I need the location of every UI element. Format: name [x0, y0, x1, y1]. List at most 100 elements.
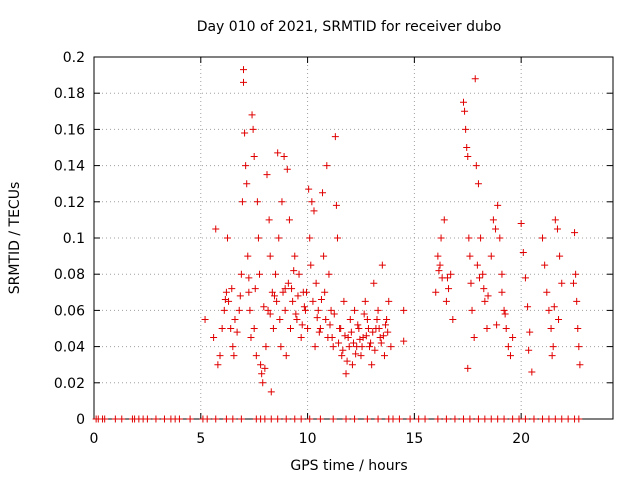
data-point: [362, 332, 370, 340]
data-point: [434, 415, 442, 423]
x-tick-label: 5: [196, 431, 205, 447]
data-point: [517, 220, 525, 228]
data-point: [379, 332, 387, 340]
data-point: [266, 252, 274, 260]
data-point: [548, 352, 556, 360]
data-point: [143, 415, 151, 423]
data-point: [222, 288, 230, 296]
data-point: [263, 171, 271, 179]
data-point: [576, 361, 584, 369]
data-point: [551, 216, 559, 224]
data-point: [291, 252, 299, 260]
data-point: [316, 415, 324, 423]
data-point: [352, 350, 360, 358]
data-point: [314, 306, 322, 314]
data-point: [464, 153, 472, 161]
data-point: [369, 328, 377, 336]
data-point: [521, 415, 529, 423]
data-point: [297, 415, 305, 423]
data-point: [261, 415, 269, 423]
data-point: [498, 288, 506, 296]
data-point: [436, 261, 444, 269]
data-point: [237, 270, 245, 278]
data-point: [575, 415, 583, 423]
data-point: [243, 180, 251, 188]
data-point: [421, 415, 429, 423]
data-point: [549, 343, 557, 351]
data-point: [524, 303, 532, 311]
data-point: [459, 98, 467, 106]
data-point: [556, 252, 564, 260]
data-point: [573, 297, 581, 305]
data-point: [303, 288, 311, 296]
data-point: [558, 279, 566, 287]
y-tick-label: 0.12: [54, 195, 85, 211]
data-point: [359, 334, 367, 342]
data-point: [235, 306, 243, 314]
data-point: [323, 162, 331, 170]
data-point: [335, 339, 343, 347]
data-point: [210, 334, 218, 342]
data-point: [285, 216, 293, 224]
data-point: [250, 325, 258, 332]
data-point: [406, 415, 414, 423]
data-point: [267, 388, 275, 396]
data-point: [493, 321, 501, 329]
data-point: [253, 198, 261, 206]
data-point: [306, 415, 314, 423]
data-point: [280, 153, 288, 161]
data-point: [367, 339, 375, 347]
data-point: [248, 111, 256, 119]
data-point: [360, 310, 368, 318]
data-point: [368, 361, 376, 369]
chart-title: Day 010 of 2021, SRMTID for receiver dub…: [197, 19, 502, 35]
data-point: [385, 297, 393, 305]
data-point: [329, 343, 337, 351]
data-point: [273, 297, 281, 305]
data-point: [276, 315, 284, 323]
data-point: [551, 415, 559, 423]
data-point: [225, 297, 233, 305]
data-point: [216, 352, 224, 360]
y-tick-label: 0: [76, 412, 85, 428]
data-point: [111, 415, 119, 423]
data-point: [572, 270, 580, 278]
data-point: [480, 285, 488, 293]
data-point: [440, 216, 448, 224]
data-point: [269, 325, 277, 332]
data-point: [374, 306, 382, 314]
data-point: [281, 285, 289, 293]
data-point: [329, 415, 337, 423]
data-point: [245, 288, 253, 296]
data-point: [242, 162, 250, 170]
data-point: [254, 234, 262, 242]
data-point: [338, 352, 346, 360]
data-point: [470, 334, 478, 342]
data-point: [494, 201, 502, 209]
data-point: [307, 261, 315, 269]
data-point: [306, 234, 314, 242]
data-point: [262, 343, 270, 351]
data-point: [571, 229, 579, 237]
data-point: [321, 288, 329, 296]
data-point: [331, 133, 339, 141]
data-point: [240, 66, 248, 74]
data-point: [342, 415, 350, 423]
data-point: [468, 306, 476, 314]
data-point: [330, 310, 338, 318]
data-point: [277, 343, 285, 351]
data-point: [341, 332, 349, 340]
data-point: [347, 328, 355, 336]
data-point: [240, 78, 248, 86]
data-point: [241, 129, 249, 137]
data-point: [553, 225, 561, 233]
data-point: [498, 270, 506, 278]
data-point: [464, 364, 472, 372]
data-point: [400, 306, 408, 314]
data-point: [275, 234, 283, 242]
data-point: [284, 279, 292, 287]
data-point: [502, 325, 510, 332]
data-point: [501, 310, 509, 318]
data-point: [519, 248, 527, 256]
data-point: [484, 292, 492, 300]
